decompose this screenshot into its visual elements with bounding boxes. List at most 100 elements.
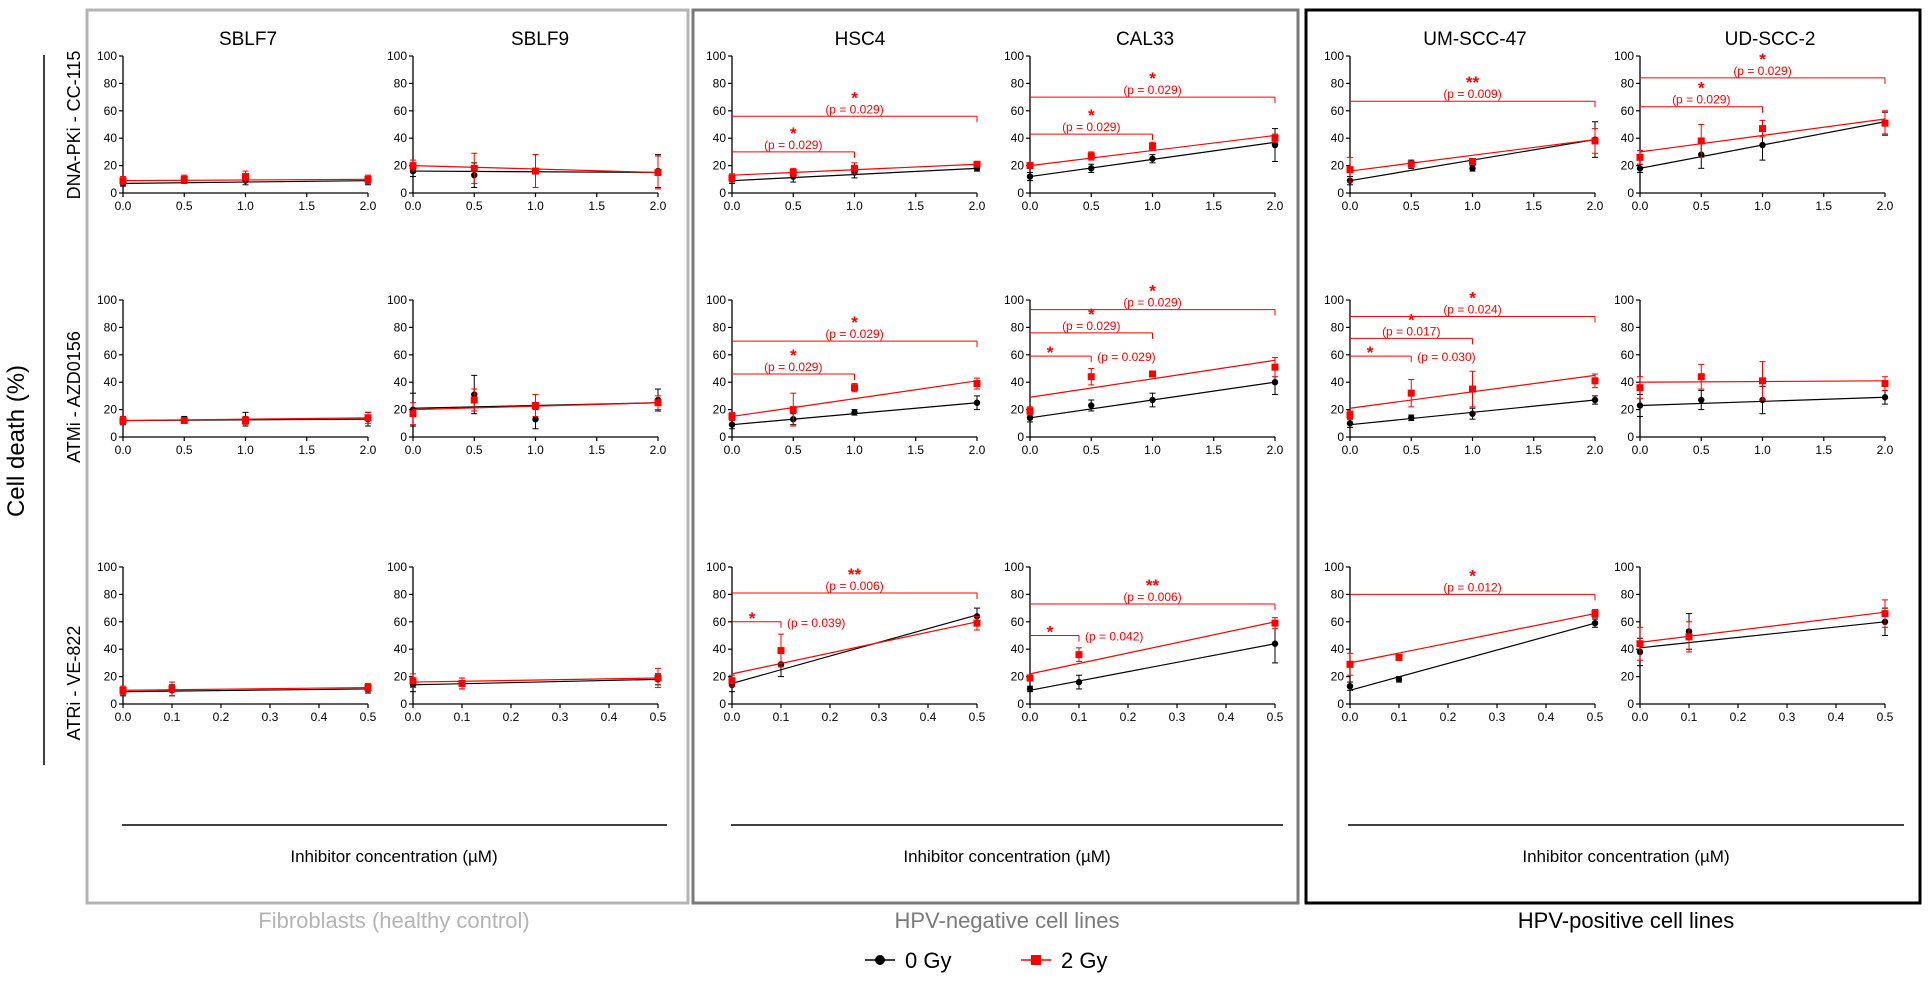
point-2-gy [364,414,372,422]
y-tick-label: 0 [400,697,407,711]
x-tick-label: 2.0 [650,199,667,213]
point-2-gy [532,167,539,175]
y-tick-label: 60 [1621,615,1635,629]
y-tick-label: 40 [1331,131,1345,145]
y-tick-label: 60 [1011,348,1025,362]
x-tick-label: 0.0 [1022,710,1039,724]
x-tick-label: 1.5 [907,443,924,457]
x-tick-label: 0.5 [1693,443,1710,457]
panel-atmi-azd0156-sblf7: 0 20 40 60 80 100 0.0 0.5 1.0 1.5 2.0 [97,293,377,457]
panel-atri-ve-822-hsc4: 0 20 40 60 80 100 0.0 0.1 0.2 0.3 0.4 0.5 * (p = 0.03… [706,560,986,724]
x-tick-label: 0.3 [1489,710,1506,724]
point-2-gy [654,399,662,407]
y-tick-label: 80 [394,320,408,334]
x-tick-label: 0.5 [1877,710,1894,724]
point-2-gy [180,175,188,183]
y-tick-label: 100 [387,49,407,63]
fit-line-0-gy [1349,622,1596,691]
y-tick-label: 60 [713,104,727,118]
point-0-gy [973,399,981,406]
x-tick-label: 2.0 [650,443,667,457]
y-tick-label: 100 [1614,49,1634,63]
x-tick-label: 1.5 [1205,199,1222,213]
point-2-gy [119,686,127,694]
y-tick-label: 60 [1331,348,1345,362]
y-tick-label: 40 [1011,642,1025,656]
y-tick-label: 80 [394,76,408,90]
y-tick-label: 80 [394,587,408,601]
significance-p-value: (p = 0.029) [764,360,822,374]
y-tick-label: 80 [713,587,727,601]
x-tick-label: 0.4 [1828,710,1845,724]
x-tick-label: 0.0 [1342,199,1359,213]
point-2-gy [1087,373,1095,381]
significance-p-value: (p = 0.029) [825,102,883,116]
fit-line-2-gy [1349,612,1596,664]
y-tick-label: 20 [1011,403,1025,417]
panel-atmi-azd0156-ud-scc-2: 0 20 40 60 80 100 0.0 0.5 1.0 1.5 2.0 [1614,293,1894,457]
y-tick-label: 80 [713,76,727,90]
point-2-gy [1636,640,1644,648]
x-tick-label: 0.5 [1403,199,1420,213]
x-tick-label: 1.0 [846,443,863,457]
x-tick-label: 0.0 [115,710,132,724]
y-tick-label: 100 [387,293,407,307]
significance-p-value: (p = 0.030) [1417,350,1475,364]
y-tick-label: 80 [1011,320,1025,334]
y-tick-label: 60 [1011,104,1025,118]
significance-stars: * [1408,310,1415,329]
point-0-gy [1469,410,1476,417]
x-tick-label: 0.4 [920,710,937,724]
point-2-gy [1271,134,1279,142]
y-tick-label: 20 [1331,670,1345,684]
x-tick-label: 2.0 [1267,443,1284,457]
point-2-gy [777,647,785,655]
panel-atri-ve-822-um-scc-47: 0 20 40 60 80 100 0.0 0.1 0.2 0.3 0.4 0.5 *(p = 0.01… [1324,560,1604,724]
point-2-gy [728,677,736,685]
group-label-fibroblasts: Fibroblasts (healthy control) [258,908,529,933]
significance-p-value: (p = 0.009) [1443,87,1501,101]
y-tick-label: 60 [104,615,118,629]
x-tick-label: 2.0 [1587,199,1604,213]
row-label-atri: ATRi - VE-822 [64,626,84,741]
significance-stars: * [1149,282,1156,301]
point-2-gy [1149,370,1156,378]
fit-line-0-gy [412,678,659,686]
point-2-gy [789,168,797,176]
y-tick-label: 80 [1621,76,1635,90]
significance-stars: ** [1146,576,1160,595]
point-0-gy [1881,394,1889,401]
y-tick-label: 80 [1331,587,1345,601]
panel-atmi-azd0156-sblf9: 0 20 40 60 80 100 0.0 0.5 1.0 1.5 2.0 [387,293,667,457]
x-tick-label: 0.2 [822,710,839,724]
point-2-gy [1881,610,1889,618]
significance-stars: * [1047,343,1054,362]
y-tick-label: 60 [104,104,118,118]
y-tick-label: 20 [713,403,727,417]
column-title-ud-scc-2: UD-SCC-2 [1725,29,1816,50]
y-tick-label: 0 [1017,697,1024,711]
y-tick-label: 20 [1621,403,1635,417]
significance-p-value: (p = 0.029) [1733,64,1791,78]
y-tick-label: 20 [1331,403,1345,417]
point-2-gy [180,417,188,425]
fit-line-0-gy [1639,621,1886,649]
y-tick-label: 60 [394,615,408,629]
fit-line-2-gy [122,686,369,691]
panel-dna-pki-cc-115-um-scc-47: 0 20 40 60 80 100 0.0 0.5 1.0 1.5 2.0 **(p = 0.009) [1324,49,1604,213]
y-tick-label: 20 [104,159,118,173]
point-2-gy [364,684,372,692]
significance-stars: * [1088,106,1095,125]
point-2-gy [364,175,372,183]
x-tick-label: 0.5 [176,443,193,457]
x-tick-label: 0.1 [164,710,181,724]
x-tick-label: 0.0 [1632,710,1649,724]
x-tick-label: 0.0 [724,443,741,457]
significance-stars: ** [848,565,862,584]
significance-stars: * [1367,343,1374,362]
point-2-gy [1591,377,1599,385]
point-0-gy [1075,678,1083,686]
